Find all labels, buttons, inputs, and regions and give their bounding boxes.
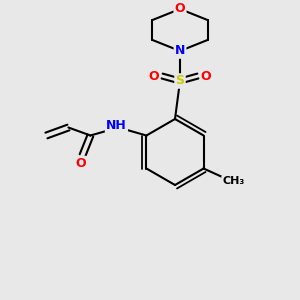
Text: O: O (75, 157, 86, 170)
Text: S: S (176, 74, 184, 88)
Text: N: N (175, 44, 185, 58)
Text: O: O (175, 2, 185, 16)
Text: O: O (149, 70, 159, 83)
Text: O: O (201, 70, 211, 83)
Text: CH₃: CH₃ (223, 176, 245, 187)
Text: NH: NH (106, 119, 127, 132)
